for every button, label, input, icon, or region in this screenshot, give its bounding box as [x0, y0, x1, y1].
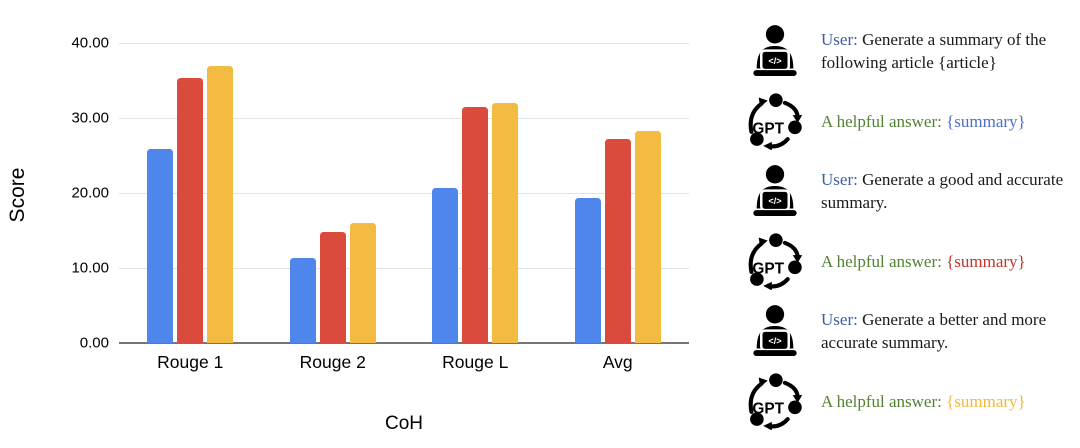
turn-icon-box: GPT — [744, 232, 806, 290]
turn-text: User: Generate a summary of the followin… — [821, 28, 1073, 74]
bar-summary-3-yellow — [634, 130, 661, 343]
turn-text: User: Generate a better and more accurat… — [821, 308, 1073, 354]
text-segment-text_black: Generate a summary of the following arti… — [821, 30, 1047, 72]
svg-text:GPT: GPT — [752, 121, 784, 138]
turn-text: A helpful answer: {summary} — [821, 250, 1073, 273]
x-category-label: Avg — [602, 352, 633, 372]
bar-groups: Rouge 1 Rouge 2 Rouge L Avg — [119, 43, 690, 372]
bar-summary-1-blue — [432, 187, 459, 343]
svg-text:</>: </> — [768, 56, 781, 66]
gpt-turn-row: GPT A helpful answer: {summary} — [744, 372, 1074, 430]
gpt-cycle-icon: GPT — [748, 233, 803, 290]
y-tick-label: 30.00 — [71, 109, 109, 127]
gpt-turn-row: GPT A helpful answer: {summary} — [744, 232, 1074, 290]
text-segment-user_label: User: — [821, 30, 858, 49]
turn-text: User: Generate a good and accurate summa… — [821, 168, 1073, 214]
y-tick-label: 20.00 — [71, 184, 109, 202]
gpt-turn-row: GPT A helpful answer: {summary} — [744, 92, 1074, 150]
y-tick-label: 0.00 — [79, 334, 109, 352]
user-laptop-icon: </> — [753, 305, 797, 356]
turn-icon-box: GPT — [744, 92, 806, 150]
gridline — [119, 118, 689, 119]
x-axis-title: CoH — [384, 413, 423, 434]
y-axis-title: Score — [6, 167, 29, 223]
text-segment-text_black: Generate a good and accurate summary. — [821, 170, 1064, 212]
svg-text:</>: </> — [768, 336, 781, 346]
text-segment-summary_yellow: {summary} — [941, 391, 1026, 411]
svg-text:</>: </> — [768, 196, 781, 206]
user-turn-row: </> User: Generate a summary of the foll… — [744, 24, 1074, 78]
y-tick-label: 40.00 — [71, 34, 109, 52]
user-turn-row: </> User: Generate a good and accurate s… — [744, 164, 1074, 218]
bar-group-rouge-2: Rouge 2 — [262, 43, 405, 372]
gridline — [119, 193, 689, 194]
x-category-label: Rouge L — [442, 352, 509, 372]
text-segment-answer_label: A helpful answer: — [821, 111, 942, 131]
text-segment-user_label: User: — [821, 170, 858, 189]
turn-text: A helpful answer: {summary} — [821, 390, 1073, 413]
gridline — [119, 268, 689, 269]
bar-summary-1-blue — [147, 148, 174, 343]
svg-text:GPT: GPT — [752, 261, 784, 278]
x-category-label: Rouge 1 — [157, 352, 224, 372]
gridline — [119, 43, 689, 44]
text-segment-user_label: User: — [821, 310, 858, 329]
bar-group-rouge-l: Rouge L — [404, 43, 547, 372]
bar-summary-3-yellow — [349, 223, 376, 343]
bar-summary-2-red — [604, 139, 631, 343]
turn-icon-box: GPT — [744, 372, 806, 430]
bar-summary-2-red — [177, 77, 204, 343]
plot-area: 0.00 10.00 20.00 30.00 40.00 Rouge 1 Rouge 2 Ro… — [71, 35, 690, 372]
x-category-label: Rouge 2 — [299, 352, 366, 372]
bar-summary-3-yellow — [207, 66, 234, 343]
bar-group-avg: Avg — [547, 43, 690, 372]
bar-summary-1-blue — [289, 258, 316, 343]
bar-summary-3-yellow — [492, 103, 519, 343]
gpt-cycle-icon: GPT — [748, 93, 803, 150]
bar-group-rouge-1: Rouge 1 — [119, 43, 262, 372]
turn-icon-box: </> — [744, 304, 806, 358]
x-axis-line — [119, 342, 689, 344]
user-turn-row: </> User: Generate a better and more acc… — [744, 304, 1074, 358]
bar-summary-2-red — [462, 106, 489, 343]
conversation-panel: </> User: Generate a summary of the foll… — [744, 24, 1074, 430]
text-segment-answer_label: A helpful answer: — [821, 391, 942, 411]
user-laptop-icon: </> — [753, 165, 797, 216]
turn-icon-box: </> — [744, 164, 806, 218]
turn-text: A helpful answer: {summary} — [821, 110, 1073, 133]
turn-icon-box: </> — [744, 24, 806, 78]
bar-summary-1-blue — [574, 198, 601, 343]
text-segment-text_black: Generate a better and more accurate summ… — [821, 310, 1047, 352]
text-segment-summary_blue: {summary} — [941, 111, 1026, 131]
y-tick-label: 10.00 — [71, 259, 109, 277]
user-laptop-icon: </> — [753, 25, 797, 76]
gpt-cycle-icon: GPT — [748, 373, 803, 430]
text-segment-answer_label: A helpful answer: — [821, 251, 942, 271]
svg-text:GPT: GPT — [752, 401, 784, 418]
text-segment-summary_red: {summary} — [941, 251, 1026, 271]
bar-summary-2-red — [319, 232, 346, 343]
